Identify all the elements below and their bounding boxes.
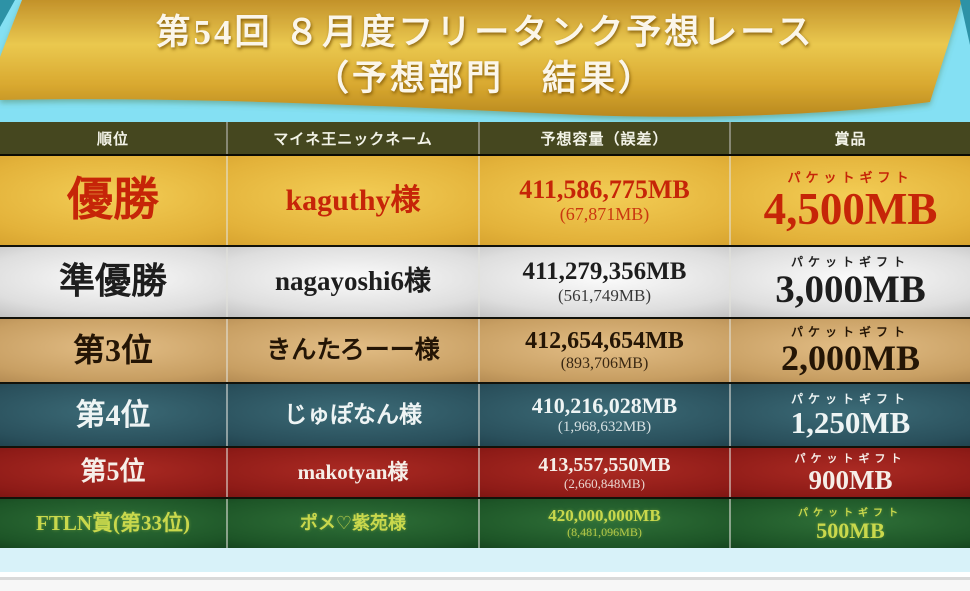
footer-white-strip (0, 572, 970, 577)
value-cell: 412,654,654MB (893,706MB) (480, 319, 731, 382)
prize-amount: 500MB (816, 518, 885, 544)
prize-type-label: パケットギフト (794, 453, 907, 466)
value-cell: 420,000,000MB (8,481,096MB) (480, 499, 731, 548)
rank-cell: 準優勝 (0, 247, 228, 317)
prize-cell: パケットギフト 1,250MB (731, 384, 970, 446)
error-value: (893,706MB) (560, 354, 649, 372)
rank-label: FTLN賞(第33位) (36, 510, 190, 535)
error-value: (2,660,848MB) (564, 475, 645, 491)
table-row-fourth: 第4位 じゅぽなん様 410,216,028MB (1,968,632MB) パ… (0, 382, 970, 446)
error-value: (561,749MB) (557, 285, 652, 305)
results-table: 順位 マイネ王ニックネーム 予想容量（誤差） 賞品 優勝 kaguthy様 41… (0, 122, 970, 548)
rank-label: 優勝 (67, 174, 159, 226)
prize-type-label: パケットギフト (798, 508, 903, 520)
header-rank: 順位 (0, 122, 228, 154)
predicted-value: 411,586,775MB (519, 174, 690, 204)
banner-ribbon (0, 0, 970, 117)
nickname-label: kaguthy様 (285, 184, 421, 217)
prize-cell: パケットギフト 4,500MB (731, 156, 970, 245)
nickname-cell: nagayoshi6様 (228, 247, 480, 317)
prize-type-label: パケットギフト (790, 392, 910, 407)
table-row-ftln: FTLN賞(第33位) ポメ♡紫苑様 420,000,000MB (8,481,… (0, 497, 970, 548)
footer-blue-strip (0, 548, 970, 572)
table-row-second: 準優勝 nagayoshi6様 411,279,356MB (561,749MB… (0, 245, 970, 317)
prize-amount: 1,250MB (790, 405, 911, 441)
nickname-label: きんたろーー様 (266, 336, 440, 364)
rank-label: 第4位 (75, 398, 151, 432)
corner-teal-right (960, 0, 970, 45)
banner-gold-shape (0, 0, 962, 117)
nickname-label: nagayoshi6様 (274, 266, 432, 297)
table-header-row: 順位 マイネ王ニックネーム 予想容量（誤差） 賞品 (0, 122, 970, 156)
nickname-cell: じゅぽなん様 (228, 384, 480, 446)
prize-amount: 2,000MB (781, 338, 920, 379)
nickname-label: makotyan様 (297, 459, 409, 484)
error-value: (67,871MB) (559, 204, 650, 225)
prize-cell: パケットギフト 2,000MB (731, 319, 970, 382)
rank-label: 準優勝 (58, 261, 167, 302)
rank-cell: 優勝 (0, 156, 228, 245)
header-nickname: マイネ王ニックネーム (228, 122, 480, 154)
predicted-value: 411,279,356MB (522, 258, 687, 286)
footer-bottom-area (0, 580, 970, 591)
predicted-value: 413,557,550MB (538, 453, 671, 476)
nickname-cell: makotyan様 (228, 448, 480, 497)
footer-divider-line (0, 577, 970, 580)
nickname-label: じゅぽなん様 (284, 402, 422, 428)
nickname-label: ポメ♡紫苑様 (299, 512, 407, 533)
prize-type-label: パケットギフト (787, 170, 914, 186)
predicted-value: 412,654,654MB (525, 328, 684, 355)
table-row-third: 第3位 きんたろーー様 412,654,654MB (893,706MB) パケ… (0, 317, 970, 382)
nickname-cell: kaguthy様 (228, 156, 480, 245)
value-cell: 410,216,028MB (1,968,632MB) (480, 384, 731, 446)
header-capacity: 予想容量（誤差） (480, 122, 731, 154)
value-cell: 411,279,356MB (561,749MB) (480, 247, 731, 317)
table-row-fifth: 第5位 makotyan様 413,557,550MB (2,660,848MB… (0, 446, 970, 497)
prize-cell: パケットギフト 3,000MB (731, 247, 970, 317)
rank-cell: 第4位 (0, 384, 228, 446)
prize-amount: 3,000MB (775, 268, 926, 312)
title-line2: （予想部門 結果） (313, 59, 656, 98)
prize-type-label: パケットギフト (790, 255, 910, 270)
prize-cell: パケットギフト 500MB (731, 499, 970, 548)
error-value: (8,481,096MB) (567, 525, 642, 540)
header-prize: 賞品 (834, 131, 867, 148)
value-cell: 411,586,775MB (67,871MB) (480, 156, 731, 245)
rank-label: 第3位 (72, 331, 153, 368)
predicted-value: 410,216,028MB (531, 393, 678, 419)
page-title: 第54回 ８月度フリータンク予想レース （予想部門 結果） (0, 10, 970, 102)
prize-type-label: パケットギフト (790, 325, 910, 340)
prize-amount: 4,500MB (763, 184, 938, 235)
nickname-cell: ポメ♡紫苑様 (228, 499, 480, 548)
predicted-value: 420,000,000MB (548, 505, 661, 525)
value-cell: 413,557,550MB (2,660,848MB) (480, 448, 731, 497)
error-value: (1,968,632MB) (557, 418, 652, 435)
prize-amount: 900MB (808, 465, 893, 496)
rank-cell: 第5位 (0, 448, 228, 497)
title-line1: 第54回 ８月度フリータンク予想レース (155, 13, 815, 52)
rank-cell: FTLN賞(第33位) (0, 499, 228, 548)
nickname-cell: きんたろーー様 (228, 319, 480, 382)
rank-label: 第5位 (80, 457, 146, 487)
prize-cell: パケットギフト 900MB (731, 448, 970, 497)
table-row-winner: 優勝 kaguthy様 411,586,775MB (67,871MB) パケッ… (0, 156, 970, 245)
rank-cell: 第3位 (0, 319, 228, 382)
corner-teal-left (0, 0, 15, 27)
